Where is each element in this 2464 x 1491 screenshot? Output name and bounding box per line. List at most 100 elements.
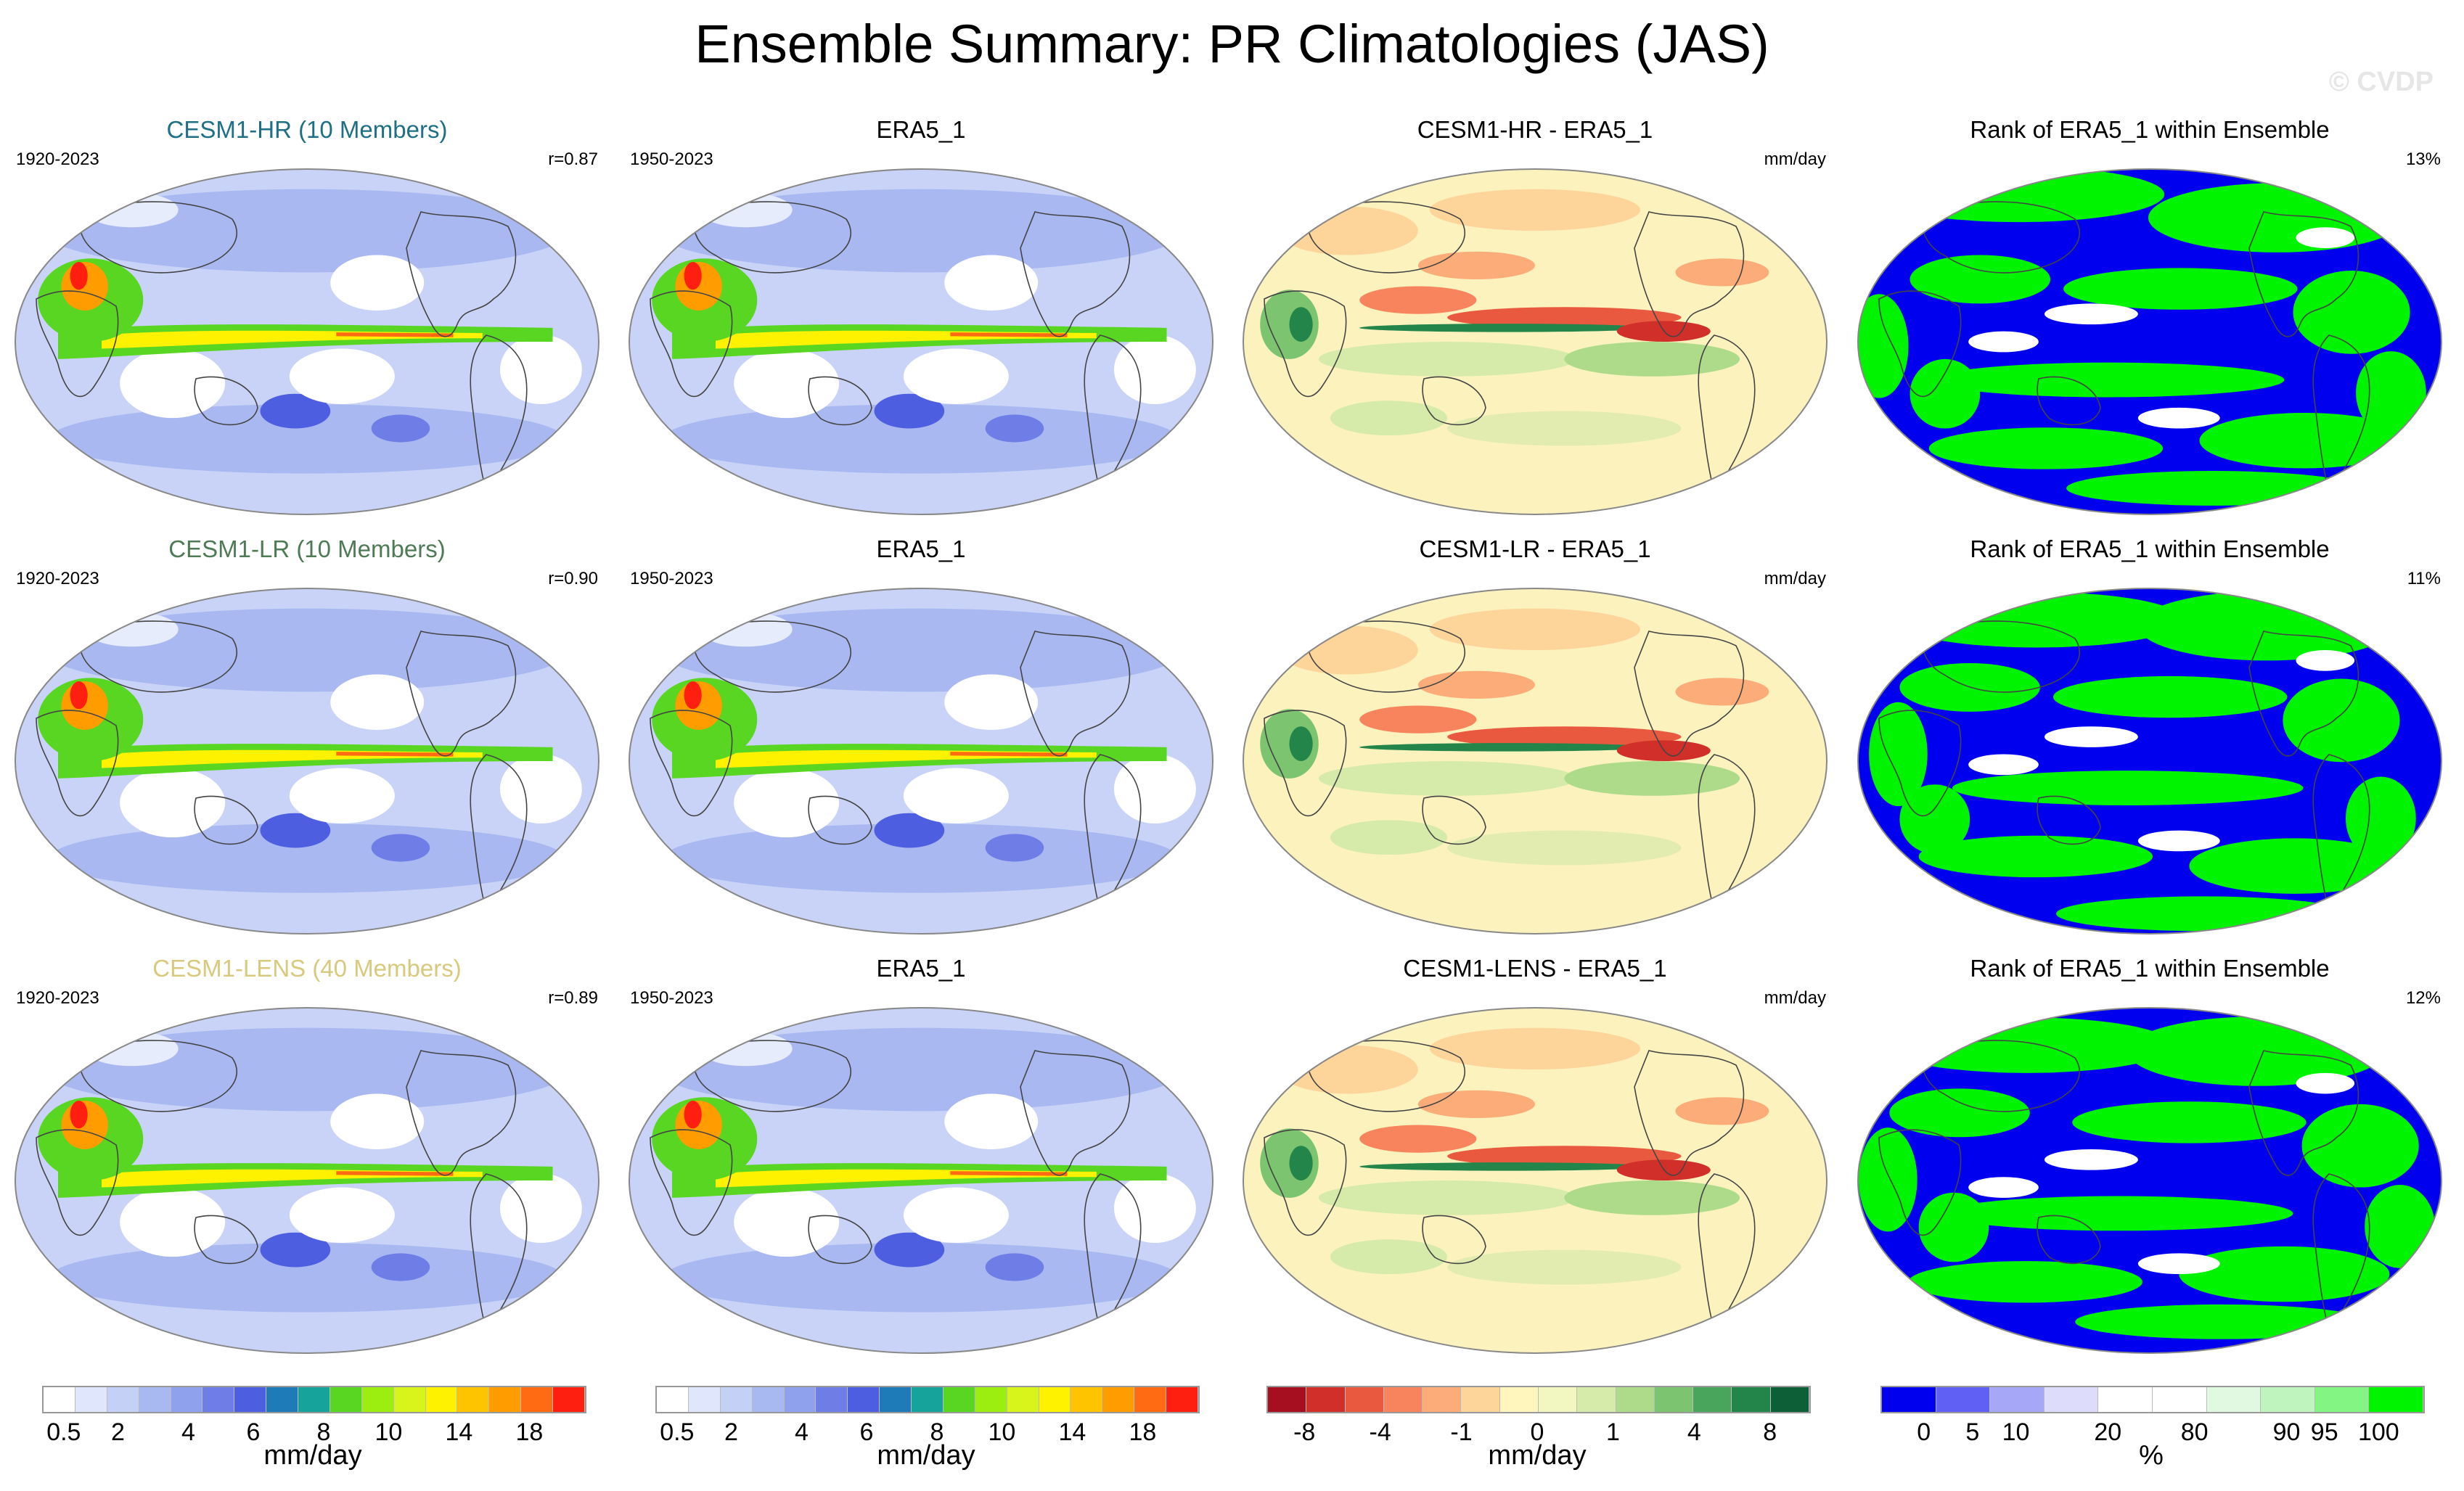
colorbar-tick-label: 4 xyxy=(794,1418,809,1446)
colorbar-swatch xyxy=(489,1387,522,1412)
colorbar-swatch xyxy=(202,1387,235,1412)
rank-panel-title: Rank of ERA5_1 within Ensemble xyxy=(1970,955,2330,982)
colorbar-swatch xyxy=(1732,1387,1771,1412)
rank-percent: 12% xyxy=(2405,988,2441,1008)
period-label: 1920-2023 xyxy=(16,988,99,1008)
model-map xyxy=(15,168,599,515)
colorbar-tick-label: -4 xyxy=(1369,1418,1391,1446)
colorbar-swatch xyxy=(816,1387,848,1412)
colorbar-tick-label: 1 xyxy=(1605,1418,1620,1446)
colorbar-swatch xyxy=(361,1387,394,1412)
colorbar-tick-label: 18 xyxy=(1129,1418,1157,1446)
rank-map xyxy=(1857,1007,2442,1354)
rank-colorbar xyxy=(1880,1386,2425,1413)
colorbar-swatch xyxy=(1102,1387,1135,1412)
cvdp-watermark: © CVDP xyxy=(2328,67,2434,97)
colorbar-swatch xyxy=(2314,1387,2370,1412)
colorbar-swatch xyxy=(1166,1387,1198,1412)
unit-label: mm/day xyxy=(1764,569,1826,588)
colorbar-swatch xyxy=(1306,1387,1346,1412)
colorbar-tick-label: 100 xyxy=(2357,1418,2399,1446)
colorbar-tick-label: 18 xyxy=(515,1418,544,1446)
colorbar-tick-label: -1 xyxy=(1450,1418,1473,1446)
colorbar-swatch xyxy=(1693,1387,1732,1412)
colorbar-tick-label: 4 xyxy=(1687,1418,1701,1446)
colorbar-swatch xyxy=(912,1387,944,1412)
colorbar-tick-label: 2 xyxy=(724,1418,738,1446)
colorbar-swatch xyxy=(234,1387,267,1412)
colorbar-swatch xyxy=(1461,1387,1500,1412)
model-panel-title: CESM1-LENS (40 Members) xyxy=(152,955,462,982)
colorbar-swatch xyxy=(784,1387,816,1412)
colorbar-swatch xyxy=(1071,1387,1103,1412)
colorbar-tick-label: 8 xyxy=(930,1418,944,1446)
colorbar-tick-label: -8 xyxy=(1293,1418,1316,1446)
rank-panel-title: Rank of ERA5_1 within Ensemble xyxy=(1970,116,2330,143)
colorbar-tick-label: 8 xyxy=(1763,1418,1777,1446)
colorbar-swatch xyxy=(139,1387,171,1412)
colorbar-swatch xyxy=(393,1387,426,1412)
model-panel-title: CESM1-LR (10 Members) xyxy=(168,535,446,562)
colorbar-swatch xyxy=(1936,1387,1991,1412)
colorbar-swatch xyxy=(457,1387,490,1412)
precip-colorbar xyxy=(655,1386,1200,1413)
model-map xyxy=(15,1007,599,1354)
colorbar-swatch xyxy=(1538,1387,1578,1412)
colorbar-tick-label: 0.5 xyxy=(46,1418,81,1446)
colorbar-tick-label: 6 xyxy=(246,1418,261,1446)
colorbar-swatch xyxy=(44,1387,75,1412)
unit-label: mm/day xyxy=(1764,149,1826,169)
colorbar-swatch xyxy=(657,1387,689,1412)
pattern-correlation: r=0.90 xyxy=(548,569,598,588)
colorbar-swatch xyxy=(2152,1387,2207,1412)
model-map xyxy=(15,588,599,935)
colorbar-swatch xyxy=(720,1387,753,1412)
pattern-correlation: r=0.87 xyxy=(548,149,598,169)
colorbar-tick-label: 0 xyxy=(1917,1418,1931,1446)
colorbar-tick-label: 2 xyxy=(110,1418,125,1446)
colorbar-tick-label: 10 xyxy=(2002,1418,2030,1446)
colorbar-tick-label: 4 xyxy=(181,1418,195,1446)
pattern-correlation: r=0.89 xyxy=(548,988,598,1008)
colorbar-unit: mm/day xyxy=(1488,1440,1587,1471)
colorbar-tick-label: 90 xyxy=(2272,1418,2301,1446)
model-panel: CESM1-LENS (40 Members) 1920-2023 r=0.89 xyxy=(0,955,614,1354)
colorbar-swatch xyxy=(330,1387,362,1412)
figure-title: Ensemble Summary: PR Climatologies (JAS) xyxy=(695,14,1769,74)
colorbar-swatch xyxy=(848,1387,880,1412)
colorbar-swatch xyxy=(1499,1387,1539,1412)
model-panel: CESM1-HR (10 Members) 1920-2023 r=0.87 xyxy=(0,116,614,515)
rank-percent: 13% xyxy=(2405,149,2441,169)
rank-panel: Rank of ERA5_1 within Ensemble 13% xyxy=(1843,116,2457,515)
colorbar-swatch xyxy=(1882,1387,1936,1412)
rank-map xyxy=(1857,168,2442,515)
colorbar-tick-label: 5 xyxy=(1965,1418,1980,1446)
colorbar-swatch xyxy=(1007,1387,1039,1412)
obs-map xyxy=(629,1007,1213,1354)
colorbar-swatch xyxy=(2369,1387,2423,1412)
colorbar-swatch xyxy=(521,1387,553,1412)
colorbar-tick-label: 14 xyxy=(445,1418,473,1446)
rank-panel: Rank of ERA5_1 within Ensemble 12% xyxy=(1843,955,2457,1354)
colorbar-swatch xyxy=(1654,1387,1694,1412)
colorbar-swatch xyxy=(880,1387,912,1412)
colorbar-swatch xyxy=(1990,1387,2045,1412)
colorbar-swatch xyxy=(1577,1387,1616,1412)
colorbar-swatch xyxy=(266,1387,298,1412)
colorbar-swatch xyxy=(1423,1387,1462,1412)
colorbar-swatch xyxy=(75,1387,107,1412)
colorbar-swatch xyxy=(553,1387,585,1412)
colorbar-swatch xyxy=(1616,1387,1655,1412)
obs-panel-title: ERA5_1 xyxy=(876,116,966,143)
diff-map xyxy=(1243,168,1827,515)
diff-panel-title: CESM1-HR - ERA5_1 xyxy=(1417,116,1653,143)
colorbar-swatch xyxy=(298,1387,330,1412)
period-label: 1950-2023 xyxy=(630,149,713,169)
rank-map xyxy=(1857,588,2442,935)
colorbar-tick-label: 95 xyxy=(2310,1418,2338,1446)
colorbar-swatch xyxy=(425,1387,458,1412)
diff-panel-title: CESM1-LENS - ERA5_1 xyxy=(1403,955,1667,982)
colorbar-tick-label: 0.5 xyxy=(660,1418,695,1446)
colorbar-swatch xyxy=(1268,1387,1307,1412)
obs-panel: ERA5_1 1950-2023 xyxy=(614,116,1228,515)
